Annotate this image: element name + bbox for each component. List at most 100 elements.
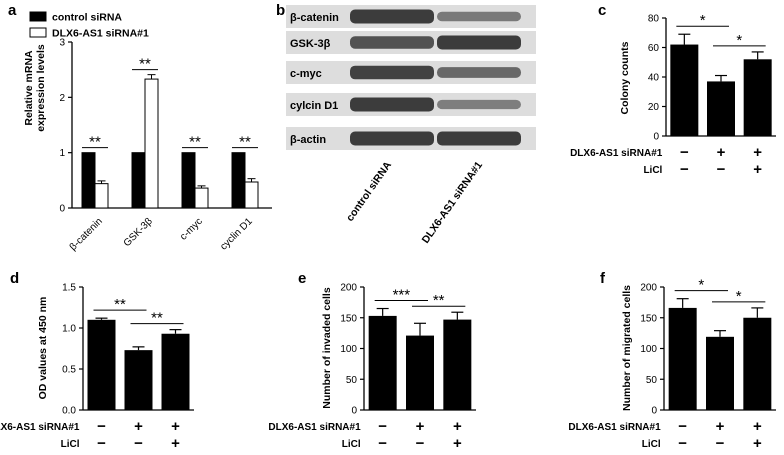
bar xyxy=(194,187,209,209)
blot-band xyxy=(350,36,434,49)
y-tick-label: 0.5 xyxy=(62,365,76,376)
blot-band xyxy=(437,99,521,110)
x-tick-label: β-catenin xyxy=(68,216,105,253)
condition-sign: + xyxy=(453,435,462,452)
bar xyxy=(706,336,734,410)
y-tick-label: 0.0 xyxy=(62,406,76,417)
y-tick-label: 150 xyxy=(340,313,357,324)
condition-label: DLX6-AS1 siRNA#1 xyxy=(570,148,663,159)
y-tick-label: 0 xyxy=(351,406,357,417)
y-axis-label-line: Number of invaded cells xyxy=(321,287,333,409)
panel-f-migration-chart: f 0 50 100 150 200 Number of migrated cells * * D… xyxy=(568,270,776,452)
y-tick-label: 50 xyxy=(646,375,658,386)
blot-band xyxy=(437,35,521,50)
panel-d-od-chart: d 0.0 0.5 1.0 1.5 OD values at 450 nm ** ** DLX6… xyxy=(0,270,194,452)
condition-label: DLX6-AS1 siRNA#1 xyxy=(568,422,661,433)
y-tick-label: 1 xyxy=(59,148,65,159)
condition-sign: + xyxy=(171,418,180,435)
bar xyxy=(231,152,246,209)
condition-sign: + xyxy=(716,418,725,435)
significance-label: ** xyxy=(433,292,445,309)
blot-protein-label: GSK-3β xyxy=(290,38,331,50)
condition-sign: − xyxy=(678,435,687,452)
condition-sign: − xyxy=(378,418,387,435)
y-tick-label: 200 xyxy=(640,283,657,294)
blot-protein-label: β-catenin xyxy=(290,12,339,24)
condition-sign: + xyxy=(753,144,762,161)
y-tick-label: 200 xyxy=(340,283,357,294)
panel-letter-f: f xyxy=(600,270,606,287)
bar xyxy=(368,315,397,410)
condition-sign: − xyxy=(416,435,425,452)
bar xyxy=(81,152,96,209)
y-tick-label: 0 xyxy=(59,204,65,215)
bar xyxy=(181,152,196,209)
y-tick-label: 80 xyxy=(648,14,660,25)
y-axis-label: OD values at 450 nm xyxy=(37,297,49,400)
panel-a-mrna-chart: a 0 1 2 3 Relative mRNAexpression levels ** β-c… xyxy=(8,2,272,253)
condition-sign: + xyxy=(416,418,425,435)
x-tick-label: c-myc xyxy=(178,216,205,243)
y-tick-label: 3 xyxy=(59,38,65,49)
bar xyxy=(443,319,472,410)
y-axis-label: Relative mRNAexpression levels xyxy=(23,44,47,132)
blot-band xyxy=(437,67,521,78)
condition-sign: − xyxy=(678,418,687,435)
significance-label: ** xyxy=(239,134,251,151)
condition-label: LiCl xyxy=(642,439,661,450)
y-tick-label: 100 xyxy=(640,344,657,355)
condition-sign: + xyxy=(453,418,462,435)
bar xyxy=(87,319,116,410)
condition-label: DLX6-AS1 siRNA#1 xyxy=(0,422,80,433)
y-tick-label: 100 xyxy=(340,344,357,355)
condition-sign: − xyxy=(378,435,387,452)
blot-band xyxy=(437,131,521,146)
bar xyxy=(406,335,434,410)
y-axis-label-line: OD values at 450 nm xyxy=(37,297,49,400)
y-axis-label: Number of migrated cells xyxy=(621,285,633,411)
condition-sign: − xyxy=(134,435,143,452)
condition-label: LiCl xyxy=(61,439,80,450)
bar xyxy=(124,350,153,410)
bar xyxy=(670,44,699,136)
significance-label: * xyxy=(700,12,706,29)
bar xyxy=(743,59,772,136)
panel-letter-d: d xyxy=(10,270,19,287)
bar xyxy=(668,307,697,410)
y-axis-label-line: Colony counts xyxy=(619,41,631,114)
condition-label: DLX6-AS1 siRNA#1 xyxy=(268,422,361,433)
y-tick-label: 1.0 xyxy=(62,324,76,335)
y-tick-label: 60 xyxy=(648,43,660,54)
y-axis-label-line: expression levels xyxy=(35,44,47,132)
y-tick-label: 20 xyxy=(648,102,660,113)
bar xyxy=(244,181,259,209)
condition-sign: − xyxy=(680,144,689,161)
y-tick-label: 0 xyxy=(651,406,657,417)
x-tick-label: GSK-3β xyxy=(122,216,155,249)
significance-label: * xyxy=(698,277,704,294)
condition-sign: − xyxy=(716,435,725,452)
panel-letter-a: a xyxy=(8,2,17,19)
condition-label: LiCl xyxy=(342,439,361,450)
y-tick-label: 1.5 xyxy=(62,283,76,294)
significance-label: ** xyxy=(151,310,163,327)
significance-label: *** xyxy=(393,287,411,304)
significance-label: ** xyxy=(139,56,151,73)
blot-protein-label: cylcin D1 xyxy=(290,100,338,112)
bar xyxy=(161,333,190,410)
condition-label: LiCl xyxy=(643,165,662,176)
y-tick-label: 2 xyxy=(59,93,65,104)
y-tick-label: 150 xyxy=(640,313,657,324)
condition-sign: − xyxy=(717,161,726,178)
blot-lane-label: DLX6-AS1 siRNA#1 xyxy=(420,159,485,245)
condition-sign: + xyxy=(134,418,143,435)
condition-sign: + xyxy=(717,144,726,161)
condition-sign: + xyxy=(753,435,762,452)
condition-sign: − xyxy=(680,161,689,178)
y-tick-label: 0 xyxy=(653,132,659,143)
blot-protein-label: c-myc xyxy=(290,68,322,80)
condition-sign: + xyxy=(171,435,180,452)
significance-label: ** xyxy=(189,134,201,151)
